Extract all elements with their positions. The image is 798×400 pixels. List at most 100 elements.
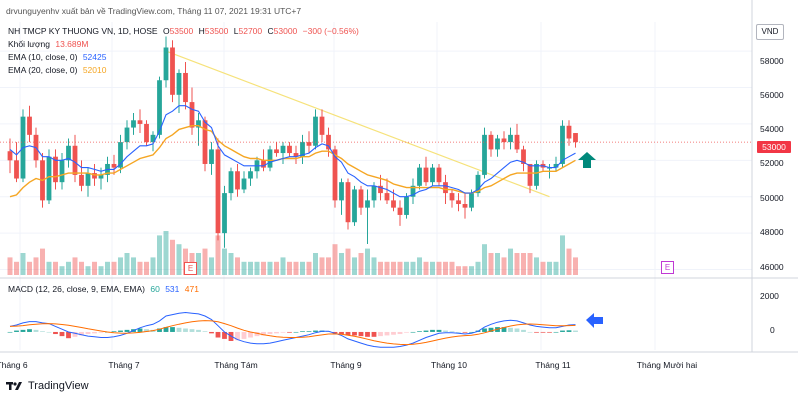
currency-button[interactable]: VND (756, 24, 784, 40)
macd-histogram-bar (573, 330, 578, 332)
macd-histogram-bar (430, 329, 435, 332)
volume-bar (85, 266, 91, 275)
arrow-left-icon (586, 313, 603, 328)
macd-histogram-bar (235, 331, 240, 341)
candle-body (358, 189, 364, 208)
earnings-badge-past[interactable]: E (184, 262, 197, 275)
macd-histogram-bar (144, 329, 149, 332)
volume-bar (176, 244, 182, 275)
macd-histogram-bar (488, 327, 494, 332)
legend-row-ema20[interactable]: EMA (20, close, 0) 52010 (8, 65, 109, 75)
legend-row-macd[interactable]: MACD (12, 26, close, 9, EMA, EMA) 60 531… (8, 284, 202, 294)
volume-bar (501, 257, 507, 275)
candle-body (274, 149, 279, 154)
candle-body (196, 120, 201, 128)
macd-histogram (7, 327, 578, 341)
volume-bar (410, 261, 416, 275)
candle-body (183, 72, 188, 103)
macd-histogram-bar (124, 329, 130, 332)
volume-bar (534, 257, 539, 275)
volume-bar (137, 261, 143, 275)
volume-bar (46, 261, 52, 275)
candle-body (215, 149, 221, 234)
candle-body (391, 200, 396, 208)
macd-histogram-bar (527, 331, 533, 333)
volume-bar (66, 261, 71, 275)
macd-histogram-bar (410, 331, 416, 333)
time-axis-label: Tháng Tám (214, 360, 258, 370)
macd-histogram-bar (202, 331, 208, 332)
volume-bar (540, 261, 546, 275)
candle-body (176, 72, 182, 95)
candle-body (150, 134, 156, 143)
volume-bar (527, 253, 533, 275)
macd-histogram-bar (267, 331, 273, 335)
candle-body (124, 127, 130, 143)
macd-histogram-bar (7, 331, 13, 333)
volume-value: 13.689M (55, 39, 89, 49)
candle-body (488, 134, 494, 150)
candle-body (404, 196, 409, 215)
volume-bar (469, 266, 474, 275)
macd-histogram-bar (287, 331, 292, 333)
volume-bar (274, 261, 279, 275)
volume-bar (235, 257, 240, 275)
macd-histogram-bar (248, 331, 253, 338)
volume-bar (319, 257, 325, 275)
candle-body (7, 151, 13, 161)
macd-histogram-bar (189, 329, 195, 332)
volume-bar (72, 257, 78, 275)
candle-body (469, 193, 474, 208)
candle-body (228, 171, 234, 194)
candle-body (573, 133, 578, 143)
macd-histogram-bar (540, 331, 546, 333)
macd-histogram-bar (222, 331, 227, 339)
volume-bar (33, 257, 39, 275)
macd-histogram-bar (378, 331, 383, 337)
candle-body (202, 120, 208, 164)
candle-body (235, 171, 240, 190)
volume-bar (456, 266, 461, 275)
legend-row-ema10[interactable]: EMA (10, close, 0) 52425 (8, 52, 109, 62)
volume-bar (196, 253, 201, 275)
macd-histogram-bar (79, 331, 84, 336)
macd-histogram-bar (469, 331, 474, 333)
candle-body (436, 167, 442, 183)
macd-histogram-bar (404, 331, 409, 333)
legend-row-volume[interactable]: Khối lượng 13.689M (8, 39, 91, 49)
symbol-name[interactable]: NH TMCP KY THUONG VN, 1D, HOSE (8, 26, 158, 36)
volume-bar (254, 261, 260, 275)
candle-body (462, 204, 468, 208)
candle-body (553, 163, 559, 168)
macd-histogram-bar (66, 331, 71, 339)
candle-body (313, 116, 318, 146)
earnings-badge-upcoming[interactable]: E (661, 261, 674, 274)
candle-body (384, 193, 390, 201)
volume-bar (92, 261, 97, 275)
high-value: H53500 (198, 26, 229, 36)
candle-body (482, 134, 487, 175)
volume-bar (449, 261, 455, 275)
volume-bar (150, 257, 156, 275)
time-axis-label: Tháng 10 (431, 360, 467, 370)
volume-bar (397, 261, 403, 275)
tradingview-brand[interactable]: TradingView (6, 380, 89, 392)
macd-histogram-bar (170, 327, 175, 332)
macd-histogram-bar (547, 331, 552, 333)
candle-body (157, 80, 162, 135)
macd-histogram-bar (27, 329, 32, 332)
macd-histogram-bar (358, 331, 364, 337)
candle-body (410, 185, 416, 197)
candle-body (430, 167, 435, 183)
last-price-tag: 53000 (757, 141, 791, 153)
volume-bar (215, 235, 221, 275)
ema-lines (9, 105, 576, 198)
macd-histogram-bar (339, 331, 344, 335)
macd-histogram-bar (508, 327, 513, 332)
volume-bar (293, 261, 299, 275)
annotation-arrows[interactable] (578, 152, 603, 328)
ema20-value: 52010 (82, 65, 107, 75)
macd-histogram-bar (371, 331, 377, 337)
candle-body (209, 149, 214, 164)
